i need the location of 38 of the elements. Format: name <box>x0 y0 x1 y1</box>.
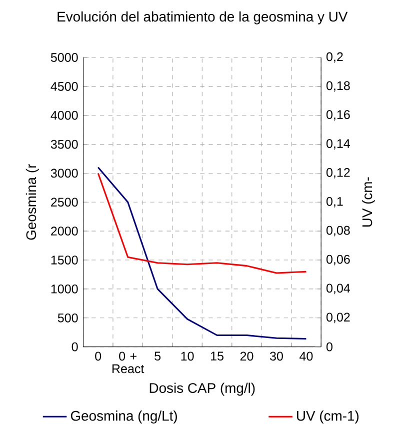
y2-axis-title: UV (cm- <box>362 177 375 227</box>
x-tick-label: 30 <box>270 352 283 361</box>
y2-tick-label: 0,2 <box>326 52 343 63</box>
chart-title: Evolución del abatimiento de la geosmina y UV <box>58 11 348 24</box>
x-tick-label: 10 <box>181 352 194 361</box>
x-tick-label: 15 <box>210 352 224 361</box>
y2-tick-label: 0,18 <box>326 81 350 92</box>
y-axis-title: Geosmina (r <box>26 164 39 240</box>
x-tick-label: 0 <box>95 352 102 361</box>
x-tick-label: 40 <box>299 352 313 361</box>
y2-tick-label: 0 <box>326 342 332 352</box>
y-tick-label: 3000 <box>50 168 78 178</box>
y-tick-label: 3500 <box>50 140 78 149</box>
y-tick-label: 1000 <box>51 284 78 294</box>
x-tick-label: 0 + React <box>112 352 144 374</box>
x-tick-label: 5 <box>154 352 160 361</box>
y-tick-label: 2500 <box>50 198 78 207</box>
y2-tick-label: 0,04 <box>326 284 350 294</box>
y2-tick-label: 0,12 <box>326 168 350 178</box>
line-series <box>97 166 307 340</box>
x-axis-title: Dosis CAP (mg/l) <box>150 382 255 396</box>
y-tick-label: 500 <box>58 313 78 322</box>
legend-label: Geosmina (ng/Lt) <box>70 410 177 424</box>
y2-tick-label: 0,16 <box>326 110 350 121</box>
legend-label: UV (cm-1) <box>296 410 358 424</box>
y2-tick-label: 0,1 <box>326 196 343 208</box>
x-tick-label: 20 <box>240 352 254 361</box>
y-tick-label: 1500 <box>51 256 78 264</box>
y-tick-label: 5000 <box>50 53 78 62</box>
line-series <box>97 172 307 274</box>
y-tick-label: 2000 <box>50 226 78 236</box>
y2-tick-label: 0,14 <box>326 139 350 150</box>
y2-tick-label: 0,02 <box>326 312 350 324</box>
y2-tick-label: 0,08 <box>326 226 350 236</box>
y-tick-label: 4000 <box>50 110 78 120</box>
y-tick-label: 4500 <box>50 82 78 91</box>
y2-tick-label: 0,06 <box>326 254 350 266</box>
y-tick-label: 0 <box>72 342 78 352</box>
